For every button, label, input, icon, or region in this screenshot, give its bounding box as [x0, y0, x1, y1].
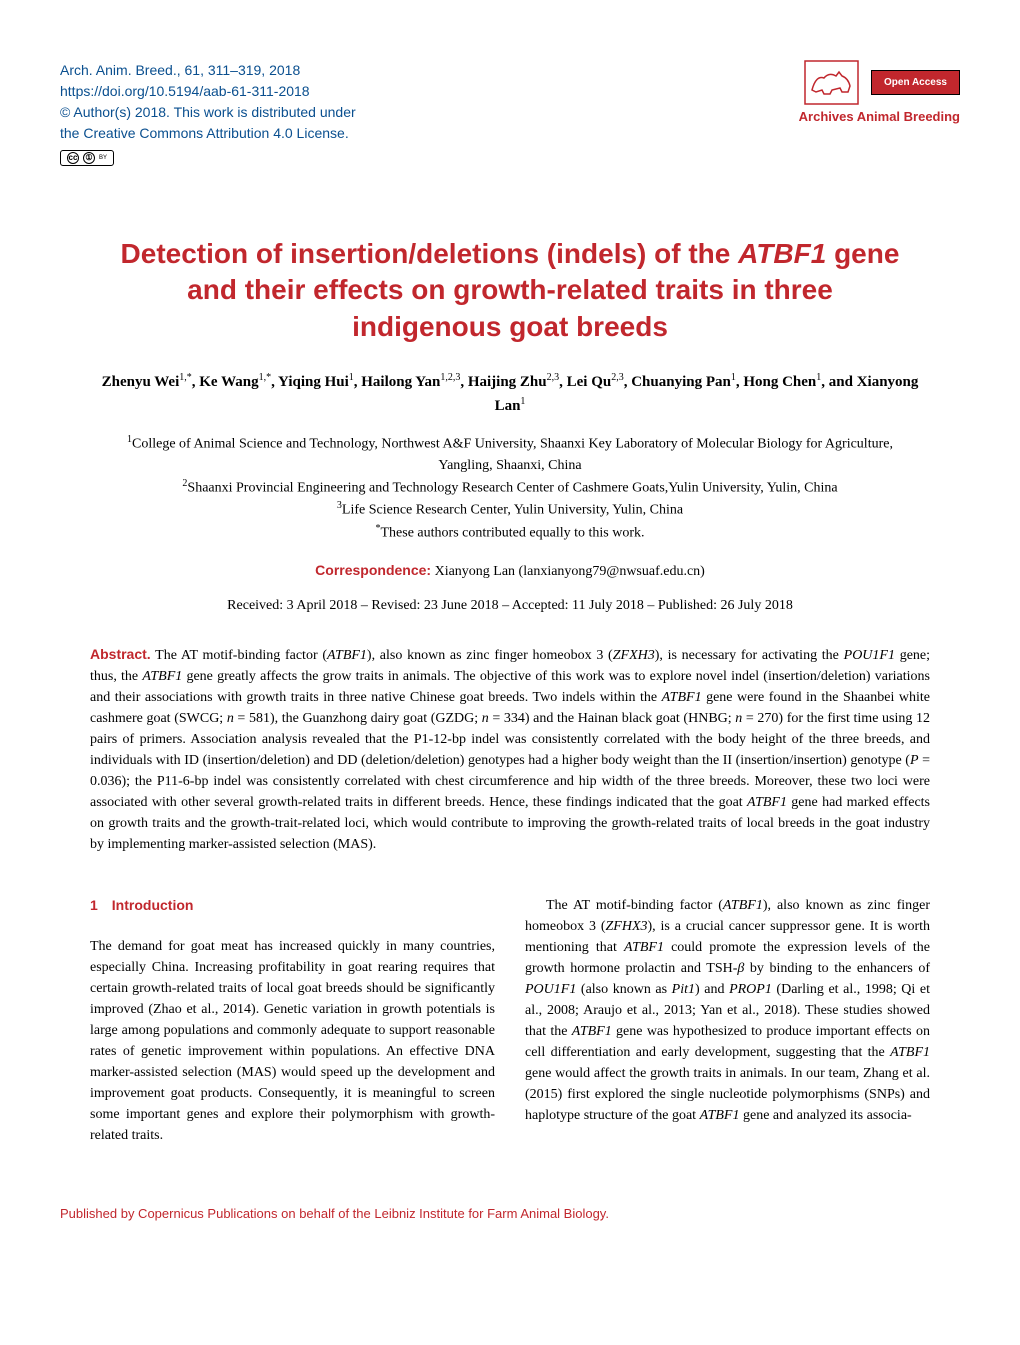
affiliations: 1College of Animal Science and Technolog… — [120, 432, 900, 544]
affiliation-3: 3Life Science Research Center, Yulin Uni… — [120, 498, 900, 521]
title-text: Detection of insertion/deletions (indels… — [121, 238, 900, 342]
article-title: Detection of insertion/deletions (indels… — [120, 236, 900, 345]
correspondence-text: Xianyong Lan (lanxianyong79@nwsuaf.edu.c… — [435, 564, 705, 579]
doi-link[interactable]: https://doi.org/10.5194/aab-61-311-2018 — [60, 81, 356, 102]
header-metadata: Arch. Anim. Breed., 61, 311–319, 2018 ht… — [60, 60, 356, 166]
abstract-label: Abstract. — [90, 646, 151, 662]
authors-list: Zhenyu Wei1,*, Ke Wang1,*, Yiqing Hui1, … — [100, 370, 920, 417]
abstract: Abstract. The AT motif-binding factor (A… — [90, 644, 930, 855]
body-columns: 1 Introduction The demand for goat meat … — [90, 895, 930, 1146]
affiliation-note: *These authors contributed equally to th… — [120, 521, 900, 544]
correspondence-label: Correspondence: — [315, 562, 431, 578]
affiliation-1: 1College of Animal Science and Technolog… — [120, 432, 900, 476]
cc-icon: cc — [67, 152, 79, 164]
cc-license-badge: cc ① BY — [60, 150, 114, 166]
cc-by-text: BY — [99, 154, 107, 163]
affiliation-2: 2Shaanxi Provincial Engineering and Tech… — [120, 476, 900, 499]
header-right: Open Access Archives Animal Breeding — [799, 60, 960, 124]
introduction-heading: 1 Introduction — [90, 895, 495, 916]
goat-logo-icon — [804, 60, 859, 105]
left-column: 1 Introduction The demand for goat meat … — [90, 895, 495, 1146]
intro-para-2: The AT motif-binding factor (ATBF1), als… — [525, 895, 930, 1126]
page-footer: Published by Copernicus Publications on … — [60, 1206, 960, 1221]
publication-dates: Received: 3 April 2018 – Revised: 23 Jun… — [60, 598, 960, 614]
copyright-line: © Author(s) 2018. This work is distribut… — [60, 102, 356, 123]
logo-badge-row: Open Access — [804, 60, 960, 105]
page-header: Arch. Anim. Breed., 61, 311–319, 2018 ht… — [60, 60, 960, 166]
by-icon: ① — [83, 152, 95, 164]
open-access-badge: Open Access — [871, 70, 960, 95]
correspondence: Correspondence: Xianyong Lan (lanxianyon… — [60, 562, 960, 580]
abstract-text: The AT motif-binding factor (ATBF1), als… — [90, 648, 930, 852]
license-line: the Creative Commons Attribution 4.0 Lic… — [60, 123, 356, 144]
journal-name: Archives Animal Breeding — [799, 109, 960, 124]
right-column: The AT motif-binding factor (ATBF1), als… — [525, 895, 930, 1146]
journal-reference: Arch. Anim. Breed., 61, 311–319, 2018 — [60, 60, 356, 81]
intro-para-1: The demand for goat meat has increased q… — [90, 936, 495, 1146]
